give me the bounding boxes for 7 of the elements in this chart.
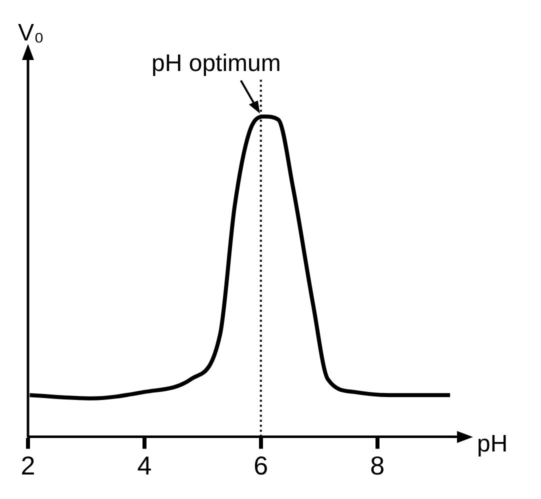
x-tick-label: 4 [137, 450, 152, 481]
x-tick-label: 8 [370, 450, 385, 481]
x-tick-label: 6 [254, 450, 268, 481]
x-tick-label: 2 [20, 450, 36, 481]
annotation: pH optimum [152, 50, 281, 78]
y-axis-title: V₀ [18, 20, 44, 47]
x-axis-title: pH [477, 430, 508, 458]
